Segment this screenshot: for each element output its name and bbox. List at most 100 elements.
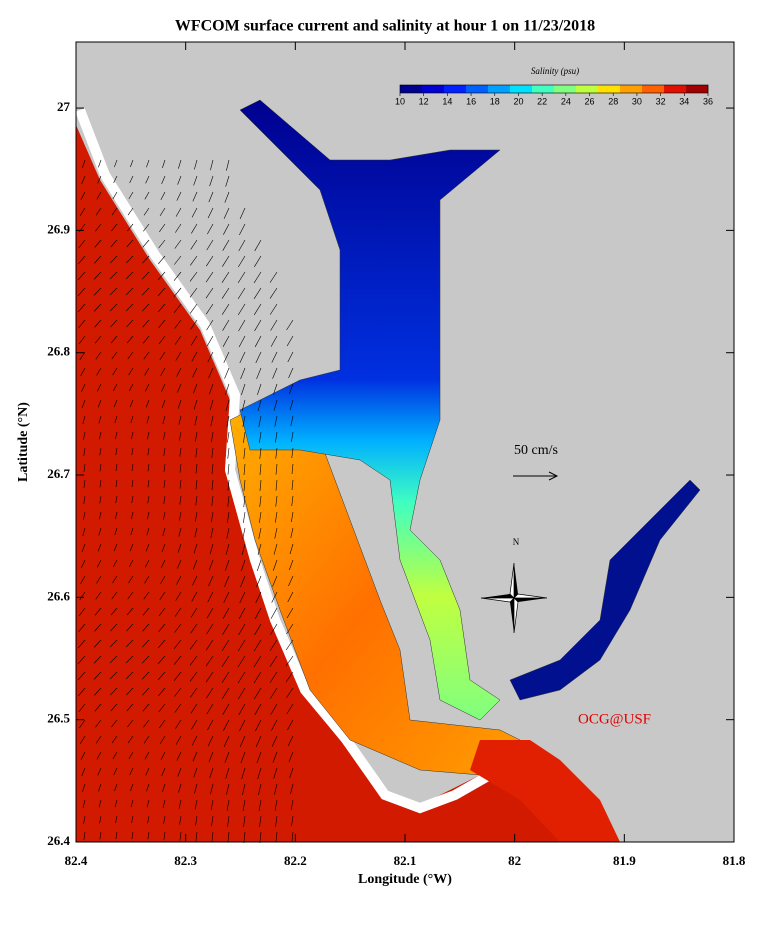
current-vector <box>242 783 246 796</box>
current-vector <box>113 559 118 568</box>
current-vector <box>110 687 118 696</box>
current-vector <box>176 367 182 377</box>
current-vector <box>254 703 262 716</box>
current-vector <box>259 511 262 523</box>
current-vector <box>160 575 166 585</box>
current-vector <box>94 255 102 264</box>
current-vector <box>81 767 86 777</box>
current-vector <box>290 415 294 427</box>
current-vector <box>143 735 150 744</box>
current-vector <box>83 831 86 840</box>
current-vector <box>127 223 134 232</box>
current-vector <box>257 767 262 780</box>
current-vector <box>159 719 166 729</box>
current-vector <box>173 271 182 281</box>
current-vector <box>83 495 86 504</box>
current-vector <box>141 671 150 680</box>
current-vector <box>254 255 262 268</box>
current-vector <box>253 287 262 300</box>
current-vector <box>173 655 182 665</box>
current-vector <box>95 207 102 216</box>
current-vector <box>94 607 102 616</box>
x-tick-label: 82.4 <box>65 853 88 868</box>
current-vector <box>190 239 198 250</box>
current-vector <box>163 511 166 520</box>
current-vector <box>275 495 278 507</box>
current-vector <box>227 479 230 491</box>
current-vector <box>163 479 166 488</box>
current-vector <box>194 527 198 538</box>
current-vector <box>207 719 214 731</box>
current-vector <box>285 671 294 683</box>
current-vector <box>161 559 166 569</box>
y-tick-label: 26.4 <box>47 833 70 848</box>
colorbar-cell <box>488 85 511 93</box>
current-vector <box>146 783 150 792</box>
current-vector <box>177 543 182 553</box>
colorbar-tick-label: 10 <box>395 96 405 106</box>
current-vector <box>243 479 246 492</box>
current-vector <box>175 591 182 601</box>
current-vector <box>241 399 246 412</box>
current-vector <box>225 399 230 411</box>
current-vector <box>206 239 214 251</box>
current-vector <box>195 511 198 522</box>
current-vector <box>94 239 102 248</box>
current-vector <box>142 335 150 344</box>
current-vector <box>161 399 166 408</box>
current-vector <box>144 191 150 200</box>
current-vector <box>112 751 118 760</box>
current-vector <box>238 319 246 332</box>
current-vector <box>239 735 246 748</box>
colorbar-cell <box>466 85 489 93</box>
current-vector <box>210 415 214 427</box>
current-vector <box>274 799 278 811</box>
current-vector <box>287 591 294 603</box>
current-vector <box>81 383 86 393</box>
current-vector <box>131 447 134 456</box>
current-vector <box>176 559 182 569</box>
current-vector <box>271 591 278 603</box>
current-vector <box>222 255 230 267</box>
current-vector <box>191 207 198 218</box>
current-vector <box>161 543 166 552</box>
current-vector <box>129 399 134 408</box>
current-vector <box>77 671 86 681</box>
current-vector <box>79 591 86 601</box>
current-vector <box>94 687 102 696</box>
current-vector <box>221 287 230 299</box>
current-vector <box>227 495 230 507</box>
current-vector <box>223 591 230 603</box>
current-vector <box>111 223 118 232</box>
current-vector <box>131 831 134 840</box>
current-vector <box>142 623 150 632</box>
current-vector <box>205 271 214 283</box>
current-vector <box>141 639 150 648</box>
current-vector <box>209 767 214 779</box>
current-vector <box>176 575 182 585</box>
current-vector <box>285 639 294 651</box>
current-vector <box>243 815 246 828</box>
current-vector <box>195 815 198 826</box>
x-tick-label: 82.2 <box>284 853 307 868</box>
current-vector <box>130 527 134 536</box>
current-vector <box>238 239 246 252</box>
current-vector <box>223 223 230 235</box>
current-vector <box>221 639 230 651</box>
current-vector <box>191 591 198 602</box>
current-vector <box>163 495 166 504</box>
current-vector <box>224 191 230 203</box>
current-vector <box>114 783 118 792</box>
current-vector <box>174 335 182 345</box>
current-vector <box>192 751 198 762</box>
current-vector <box>111 207 118 216</box>
current-vector <box>221 655 230 667</box>
current-vector <box>129 767 134 776</box>
current-vector <box>254 239 262 252</box>
current-vector <box>162 527 166 536</box>
current-vector <box>160 751 166 761</box>
current-vector <box>274 783 278 795</box>
current-vector <box>115 495 118 504</box>
current-vector <box>269 271 278 283</box>
